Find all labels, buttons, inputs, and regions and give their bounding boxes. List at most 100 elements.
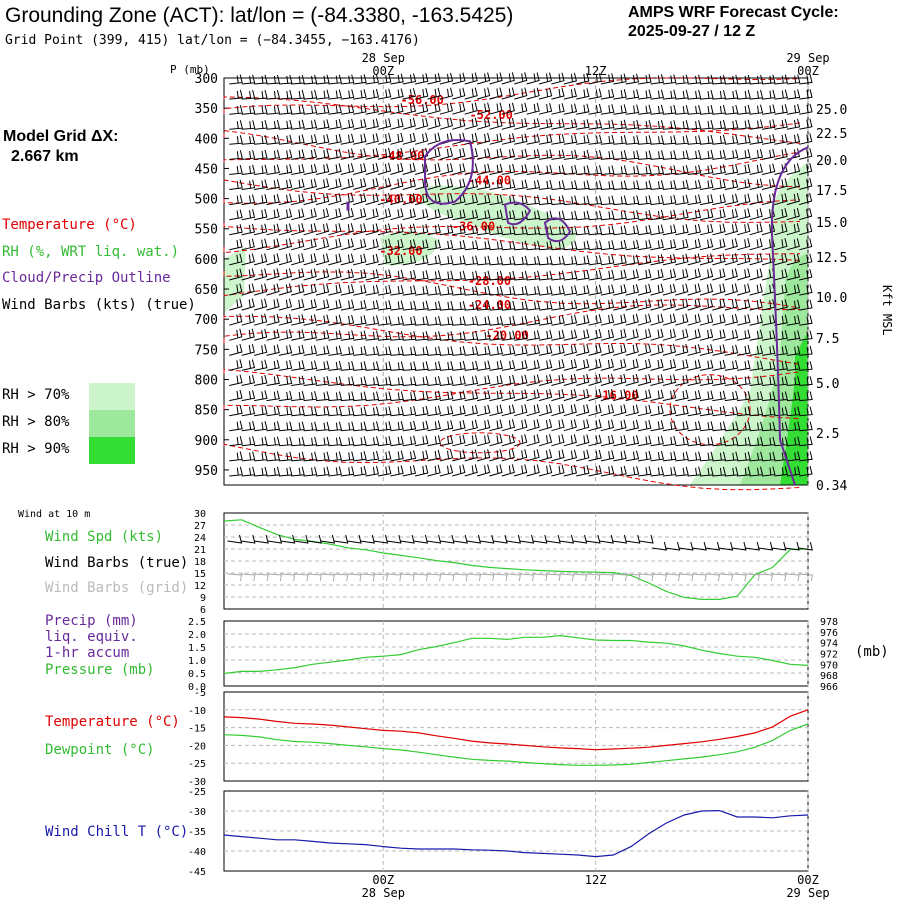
wind-barb <box>303 238 317 251</box>
wind-barb <box>749 104 764 115</box>
label-wind-chill: Wind Chill T (°C) <box>45 824 189 840</box>
pressure-unit: (mb) <box>855 644 889 660</box>
wind-barb <box>650 180 665 190</box>
wind-barb-true <box>771 541 787 551</box>
pressure-tick-2: 400 <box>195 132 218 147</box>
wind-barb <box>353 133 367 145</box>
wind-barb <box>464 434 478 447</box>
wind-barb <box>638 450 652 462</box>
wind-barb <box>613 328 627 341</box>
wind-barb-true <box>413 534 429 544</box>
wind-barb <box>749 268 763 281</box>
wind-barb <box>427 375 442 386</box>
wind-barb <box>737 104 751 115</box>
wind-barb <box>278 104 293 115</box>
wind-barb <box>340 74 355 85</box>
wind-barb <box>278 74 293 85</box>
wind-barb <box>414 162 429 175</box>
wind-barb <box>613 388 627 402</box>
rh-swatch-70 <box>89 383 135 410</box>
wind-barb <box>340 163 355 175</box>
wind-barb <box>699 119 714 130</box>
wind-barb <box>303 148 318 160</box>
wind-barb <box>625 195 640 206</box>
wind-barb <box>514 374 528 386</box>
wind-barb <box>278 164 293 175</box>
temp-series-dewpoint <box>223 723 809 766</box>
wind-barb <box>588 73 602 85</box>
wind-barb <box>452 209 466 221</box>
wind-barb <box>514 133 528 145</box>
wind-barb <box>737 329 751 341</box>
wind-barb <box>650 343 664 356</box>
wind-barb <box>477 360 491 371</box>
wind-barb <box>464 300 479 311</box>
bottom-time-tick-1: 12Z <box>585 873 607 887</box>
wind-barb <box>724 223 739 236</box>
wind-barb <box>650 435 664 447</box>
wind-barb <box>551 133 565 145</box>
wind-barb <box>377 223 392 236</box>
wind-barb <box>724 193 739 206</box>
wind-barb <box>761 360 776 371</box>
wind-barb <box>390 361 404 371</box>
wind-barb-grid <box>705 573 720 582</box>
temp-panel-ytick-0: -30 <box>188 777 206 788</box>
wind-barb <box>588 103 603 115</box>
wind-barb <box>638 73 652 85</box>
wind-barb <box>712 466 727 477</box>
wind-barb <box>737 268 751 281</box>
wind-barb <box>613 119 627 130</box>
wind-barb <box>365 192 379 206</box>
wind-barb <box>254 89 268 100</box>
wind-barb <box>712 238 726 251</box>
wind-barb <box>799 391 813 402</box>
wind-barb <box>303 208 317 221</box>
wind-barb-true <box>585 534 601 544</box>
wind-barb <box>761 391 776 402</box>
wind-panel-ytick-0: 6 <box>200 605 206 616</box>
wind-barb <box>278 238 293 251</box>
wind-barb <box>415 300 429 311</box>
wind-barb <box>551 300 565 311</box>
wind-barb <box>266 421 281 432</box>
wind-barb <box>637 419 652 432</box>
wind-barb <box>253 253 268 266</box>
wind-barb <box>774 133 788 145</box>
wind-barb <box>638 150 652 160</box>
wind-barb <box>699 313 714 326</box>
wind-barb <box>427 87 441 100</box>
wind-barb <box>650 450 665 462</box>
wind-barb <box>687 120 702 130</box>
wind-barb <box>588 343 602 356</box>
wind-barb <box>315 268 330 281</box>
wind-barb <box>353 253 367 266</box>
wind-barb <box>538 285 553 296</box>
wind-barb <box>662 374 677 386</box>
temperature-label-1: -52.00 <box>470 108 513 122</box>
wind-barb <box>625 239 640 251</box>
wind-barb <box>353 148 367 160</box>
wind-barb <box>501 330 516 341</box>
wind-barb <box>699 298 714 311</box>
wind-barb <box>613 195 627 206</box>
wind-barb-true <box>439 534 455 544</box>
wind-barb <box>737 283 751 296</box>
wind-barb <box>291 283 305 296</box>
wind-barb-true <box>519 534 535 544</box>
wind-barb <box>501 87 515 100</box>
wind-barb <box>712 193 726 206</box>
wind-barb-grid <box>293 573 309 582</box>
wind-barb <box>489 434 503 447</box>
wind-barb <box>377 147 392 160</box>
wind-barb <box>266 466 281 477</box>
wind-barb <box>303 314 317 326</box>
wind-barb <box>712 283 726 296</box>
wind-barb <box>514 164 528 175</box>
precip-panel-frame <box>223 620 809 687</box>
top-time-tick-2: 00Z <box>797 64 819 78</box>
wind-barb <box>699 436 714 447</box>
wind-barb <box>563 373 577 386</box>
wind-barb-grid <box>585 573 601 582</box>
wind-barb <box>588 149 603 160</box>
